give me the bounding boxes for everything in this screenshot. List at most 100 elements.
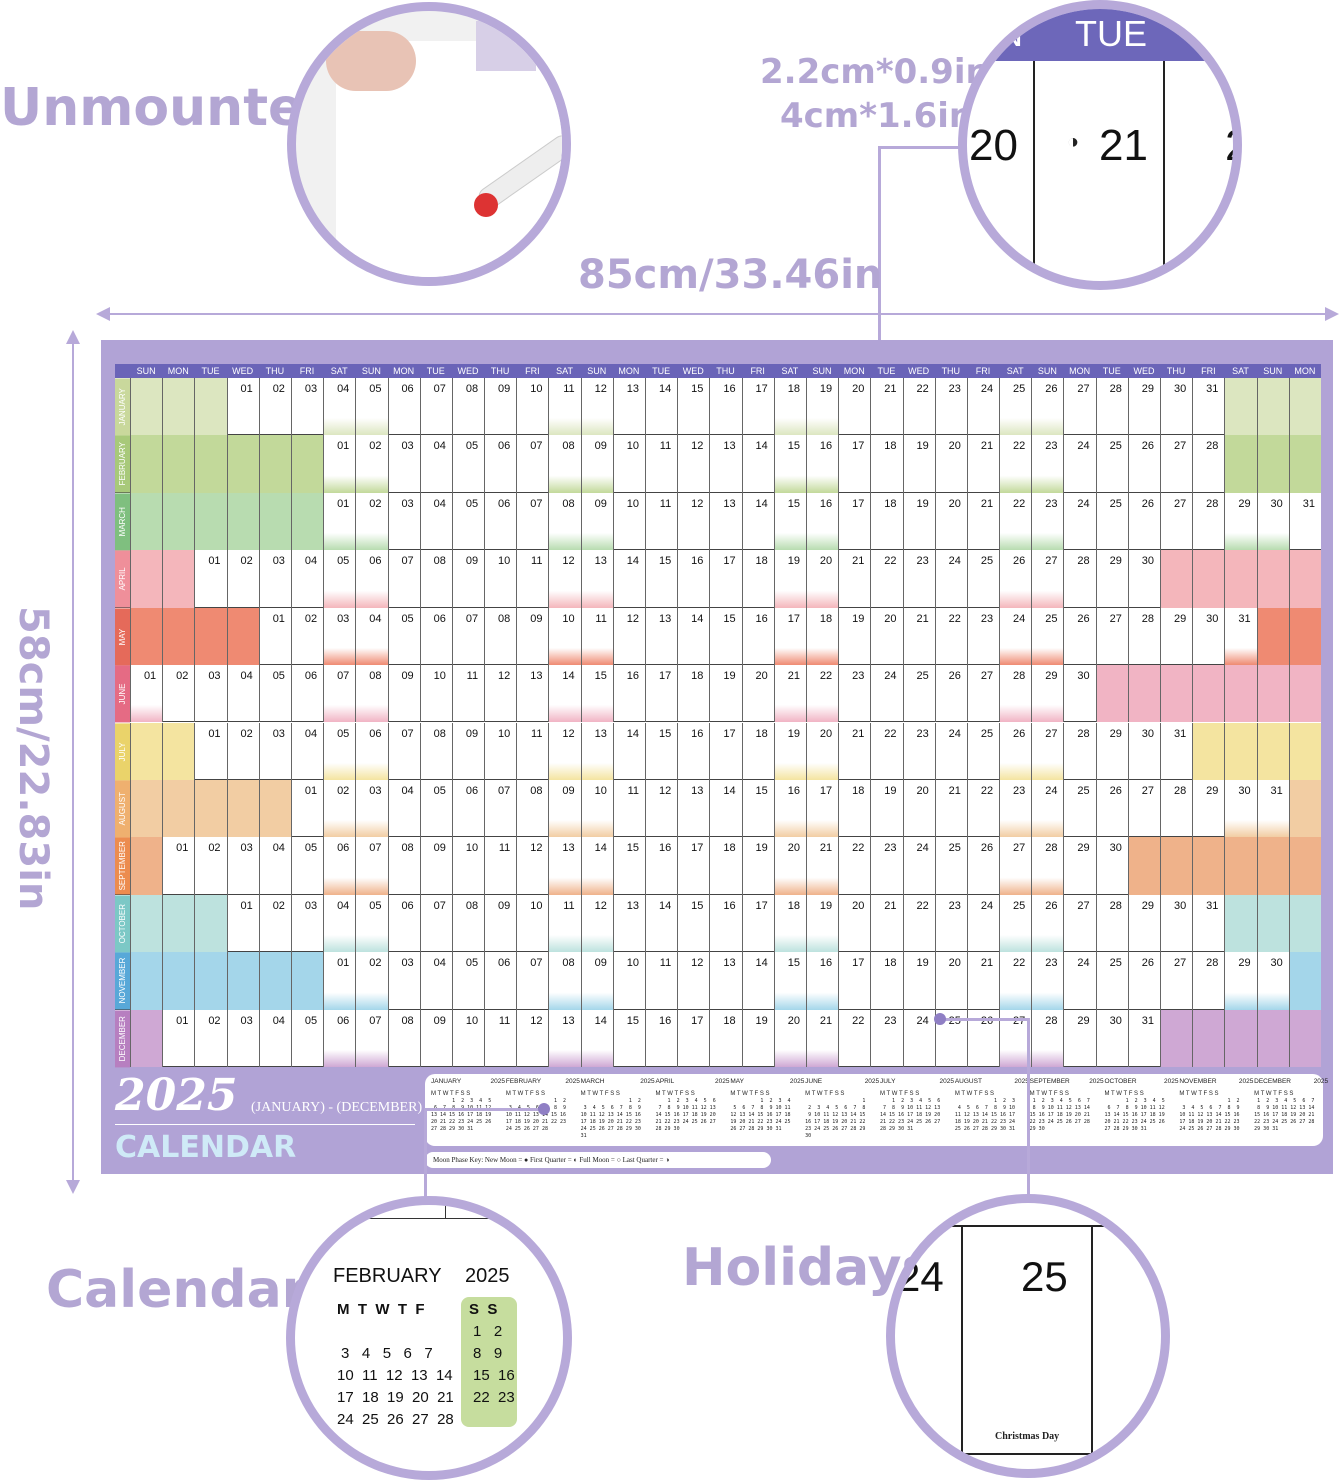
- day-cell[interactable]: 24: [999, 607, 1032, 666]
- day-cell[interactable]: 12: [516, 1009, 548, 1067]
- day-cell[interactable]: 13: [548, 1009, 581, 1067]
- day-cell[interactable]: 08: [355, 665, 388, 723]
- day-cell[interactable]: 28: [1160, 779, 1192, 838]
- day-cell[interactable]: 17: [838, 492, 870, 551]
- day-cell[interactable]: 12: [548, 722, 581, 780]
- day-cell[interactable]: 31: [1192, 378, 1224, 436]
- day-cell[interactable]: 19: [741, 1009, 774, 1067]
- day-cell[interactable]: 10: [516, 894, 548, 953]
- day-cell[interactable]: 08: [516, 779, 548, 838]
- day-cell[interactable]: 22: [999, 492, 1032, 551]
- day-cell[interactable]: 29: [1192, 779, 1224, 838]
- day-cell[interactable]: 27: [1160, 492, 1192, 551]
- day-cell[interactable]: 26: [1063, 607, 1095, 666]
- day-cell[interactable]: 12: [580, 378, 613, 436]
- day-cell[interactable]: 10: [451, 837, 484, 895]
- day-cell[interactable]: 08: [548, 435, 581, 493]
- day-cell[interactable]: 24: [870, 665, 902, 723]
- day-cell[interactable]: 07: [355, 837, 388, 895]
- day-cell[interactable]: 23: [1031, 952, 1064, 1010]
- day-cell[interactable]: 03: [387, 952, 420, 1010]
- day-cell[interactable]: 23: [1031, 435, 1064, 493]
- day-cell[interactable]: 28: [1192, 435, 1224, 493]
- day-cell[interactable]: 17: [709, 722, 741, 780]
- day-cell[interactable]: 13: [516, 665, 548, 723]
- day-cell[interactable]: 19: [741, 837, 774, 895]
- day-cell[interactable]: 05: [290, 1009, 323, 1067]
- day-cell[interactable]: 15: [773, 952, 806, 1010]
- day-cell[interactable]: 06: [484, 952, 516, 1010]
- day-cell[interactable]: 20: [870, 607, 902, 666]
- day-cell[interactable]: 02: [194, 837, 226, 895]
- day-cell[interactable]: 02: [258, 894, 291, 953]
- day-cell[interactable]: 09: [484, 378, 516, 436]
- day-cell[interactable]: 10: [516, 378, 548, 436]
- day-cell[interactable]: 29: [1031, 665, 1064, 723]
- day-cell[interactable]: 30: [1160, 894, 1192, 953]
- day-cell[interactable]: 10: [612, 952, 645, 1010]
- day-cell[interactable]: 03: [387, 435, 420, 493]
- day-cell[interactable]: 23: [966, 607, 999, 666]
- day-cell[interactable]: 09: [548, 779, 581, 838]
- day-cell[interactable]: 29: [1063, 837, 1095, 895]
- day-cell[interactable]: 27: [1031, 722, 1064, 780]
- day-cell[interactable]: 06: [323, 1009, 356, 1067]
- day-cell[interactable]: 16: [645, 1009, 677, 1067]
- day-cell[interactable]: 19: [773, 550, 806, 608]
- day-cell[interactable]: 02: [194, 1009, 226, 1067]
- day-cell[interactable]: 26: [1127, 952, 1160, 1010]
- day-cell[interactable]: 04: [226, 665, 259, 723]
- day-cell[interactable]: 03: [290, 894, 323, 953]
- day-cell[interactable]: 01: [130, 665, 163, 723]
- day-cell[interactable]: 24: [902, 837, 935, 895]
- day-cell[interactable]: 23: [1031, 492, 1064, 551]
- day-cell[interactable]: 22: [934, 607, 967, 666]
- day-cell[interactable]: 07: [387, 722, 420, 780]
- day-cell[interactable]: 15: [612, 837, 645, 895]
- day-cell[interactable]: 05: [451, 952, 484, 1010]
- day-cell[interactable]: 08: [451, 894, 484, 953]
- day-cell[interactable]: 28: [1063, 722, 1095, 780]
- day-cell[interactable]: 01: [258, 607, 291, 666]
- day-cell[interactable]: 14: [580, 837, 613, 895]
- day-cell[interactable]: 01: [226, 378, 259, 436]
- day-cell[interactable]: 20: [838, 378, 870, 436]
- day-cell[interactable]: 01: [162, 1009, 194, 1067]
- day-cell[interactable]: 21: [902, 607, 935, 666]
- day-cell[interactable]: 05: [419, 779, 452, 838]
- day-cell[interactable]: 01: [323, 952, 356, 1010]
- day-cell[interactable]: 28: [1063, 550, 1095, 608]
- day-cell[interactable]: 12: [677, 435, 709, 493]
- day-cell[interactable]: 03: [226, 837, 259, 895]
- day-cell[interactable]: 08: [484, 607, 516, 666]
- day-cell[interactable]: 03: [290, 378, 323, 436]
- day-cell[interactable]: 23: [838, 665, 870, 723]
- day-cell[interactable]: 22: [999, 435, 1032, 493]
- day-cell[interactable]: 28: [1127, 607, 1160, 666]
- day-cell[interactable]: 21: [870, 378, 902, 436]
- day-cell[interactable]: 16: [805, 435, 839, 493]
- day-cell[interactable]: 04: [419, 492, 452, 551]
- day-cell[interactable]: 16: [805, 492, 839, 551]
- day-cell[interactable]: 21: [838, 550, 870, 608]
- day-cell[interactable]: 03: [194, 665, 226, 723]
- day-cell[interactable]: 08: [451, 378, 484, 436]
- day-cell[interactable]: 17: [741, 894, 774, 953]
- day-cell[interactable]: 25: [999, 894, 1032, 953]
- day-cell[interactable]: 04: [258, 837, 291, 895]
- day-cell[interactable]: 31: [1224, 607, 1257, 666]
- day-cell[interactable]: 04: [323, 894, 356, 953]
- day-cell[interactable]: 02: [162, 665, 194, 723]
- day-cell[interactable]: 19: [709, 665, 741, 723]
- day-cell[interactable]: 06: [484, 492, 516, 551]
- day-cell[interactable]: 07: [516, 952, 548, 1010]
- day-cell[interactable]: 22: [870, 722, 902, 780]
- day-cell[interactable]: 04: [290, 722, 323, 780]
- day-cell[interactable]: 12: [548, 550, 581, 608]
- day-cell[interactable]: 01: [226, 894, 259, 953]
- day-cell[interactable]: 06: [290, 665, 323, 723]
- day-cell[interactable]: 09: [484, 894, 516, 953]
- day-cell[interactable]: 17: [677, 837, 709, 895]
- day-cell[interactable]: 26: [1031, 378, 1064, 436]
- day-cell[interactable]: 26: [934, 665, 967, 723]
